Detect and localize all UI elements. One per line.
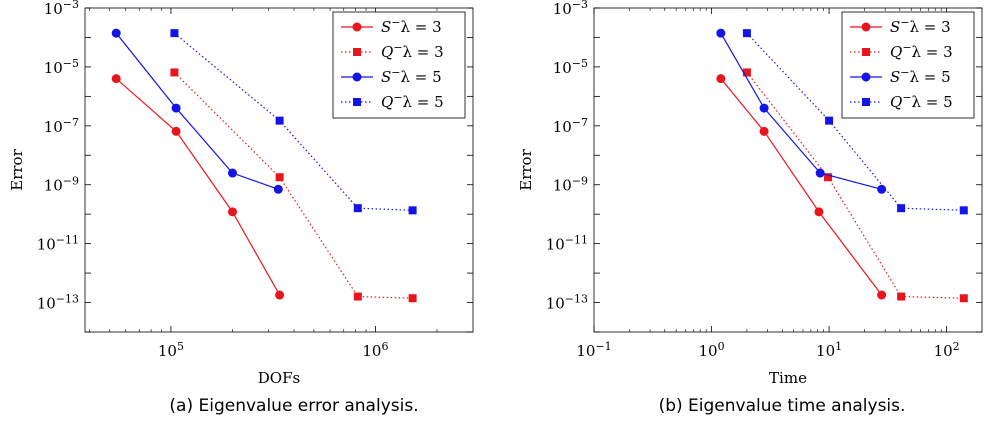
data-point [111, 28, 121, 38]
series-line [115, 78, 281, 296]
legend-marker [353, 48, 361, 56]
data-point [227, 207, 237, 217]
series-line [174, 32, 413, 211]
y-tick-label: 10−13 [37, 293, 79, 313]
legend: S−λ = 3 Q−λ = 3 S−λ = 5 Q−λ = 5 [841, 11, 975, 119]
y-tick-label: 10−9 [44, 175, 79, 195]
legend-marker [862, 48, 870, 56]
legend-label: S−λ = 5 [890, 66, 951, 86]
x-tick-label: 106 [362, 340, 388, 360]
legend-label: S−λ = 3 [890, 16, 951, 36]
legend-label: Q−λ = 5 [890, 91, 953, 111]
plot-frame [593, 7, 983, 333]
data-point [742, 29, 751, 38]
data-point [824, 173, 833, 182]
series-1 [170, 68, 417, 303]
plot-frame [84, 7, 474, 333]
x-axis-label: Time [769, 369, 807, 387]
y-tick-label: 10−7 [553, 116, 588, 136]
legend-label: Q−λ = 5 [381, 91, 444, 111]
data-point [716, 28, 726, 38]
legend-marker [352, 72, 362, 82]
x-axis-label: DOFs [258, 369, 300, 387]
data-point [275, 116, 284, 125]
legend-label: S−λ = 3 [381, 16, 442, 36]
series-2 [716, 28, 887, 194]
data-point [273, 184, 283, 194]
y-tick-label: 10−7 [44, 116, 79, 136]
chart-0: 105 106 10−13 10−11 10−9 10−7 10−5 10−3 DOFs Erro… [8, 0, 474, 387]
series-line [720, 32, 882, 190]
x-tick-label: 100 [698, 340, 724, 360]
data-point [759, 103, 769, 113]
x-tick-label: 105 [158, 340, 184, 360]
data-point [825, 116, 834, 125]
data-point [877, 290, 887, 300]
x-tick-label: 102 [934, 340, 960, 360]
data-point [742, 68, 751, 77]
y-tick-label: 10−13 [546, 293, 588, 313]
legend-label: S−λ = 5 [381, 66, 442, 86]
y-tick-label: 10−11 [37, 234, 79, 254]
y-tick-label: 10−9 [553, 175, 588, 195]
data-point [877, 184, 887, 194]
x-tick-label: 101 [816, 340, 842, 360]
y-tick-label: 10−11 [546, 234, 588, 254]
data-point [959, 294, 968, 303]
data-point [897, 292, 906, 301]
data-point [959, 206, 968, 215]
series-1 [742, 68, 968, 303]
caption-a: (a) Eigenvalue error analysis. [169, 396, 419, 416]
data-point [275, 290, 285, 300]
legend-marker [861, 72, 871, 82]
series-0 [111, 74, 285, 300]
legend-marker [352, 22, 362, 32]
data-point [759, 126, 769, 136]
data-point [111, 74, 121, 84]
x-tick-label: 10−1 [576, 340, 611, 360]
data-point [227, 168, 237, 178]
series-3 [742, 29, 968, 215]
y-axis-label: Error [517, 148, 535, 190]
legend-marker [862, 98, 870, 106]
legend-label: Q−λ = 3 [381, 41, 444, 61]
data-point [353, 292, 362, 301]
data-point [815, 168, 825, 178]
data-point [814, 207, 824, 217]
y-tick-label: 10−3 [553, 0, 588, 18]
legend-marker [353, 98, 361, 106]
y-tick-label: 10−5 [44, 57, 79, 77]
data-point [170, 29, 179, 38]
y-tick-label: 10−5 [553, 57, 588, 77]
caption-b: (b) Eigenvalue time analysis. [658, 396, 906, 416]
legend-label: Q−λ = 3 [890, 41, 953, 61]
series-line [720, 78, 883, 296]
series-3 [170, 29, 417, 215]
data-point [171, 126, 181, 136]
y-tick-label: 10−3 [44, 0, 79, 18]
data-point [408, 206, 417, 215]
series-2 [111, 28, 283, 194]
data-point [171, 103, 181, 113]
legend: S−λ = 3 Q−λ = 3 S−λ = 5 Q−λ = 5 [332, 11, 466, 119]
legend-marker [861, 22, 871, 32]
data-point [716, 74, 726, 84]
series-line [115, 32, 279, 190]
data-point [275, 173, 284, 182]
data-point [170, 68, 179, 77]
data-point [353, 204, 362, 213]
data-point [408, 294, 417, 303]
y-axis-label: Error [8, 148, 26, 190]
series-0 [716, 74, 887, 300]
data-point [897, 204, 906, 213]
series-line [746, 32, 964, 211]
chart-1: 10−1 100 101 102 10−13 10−11 10−9 10−7 10−5 10−3 T… [517, 0, 983, 387]
